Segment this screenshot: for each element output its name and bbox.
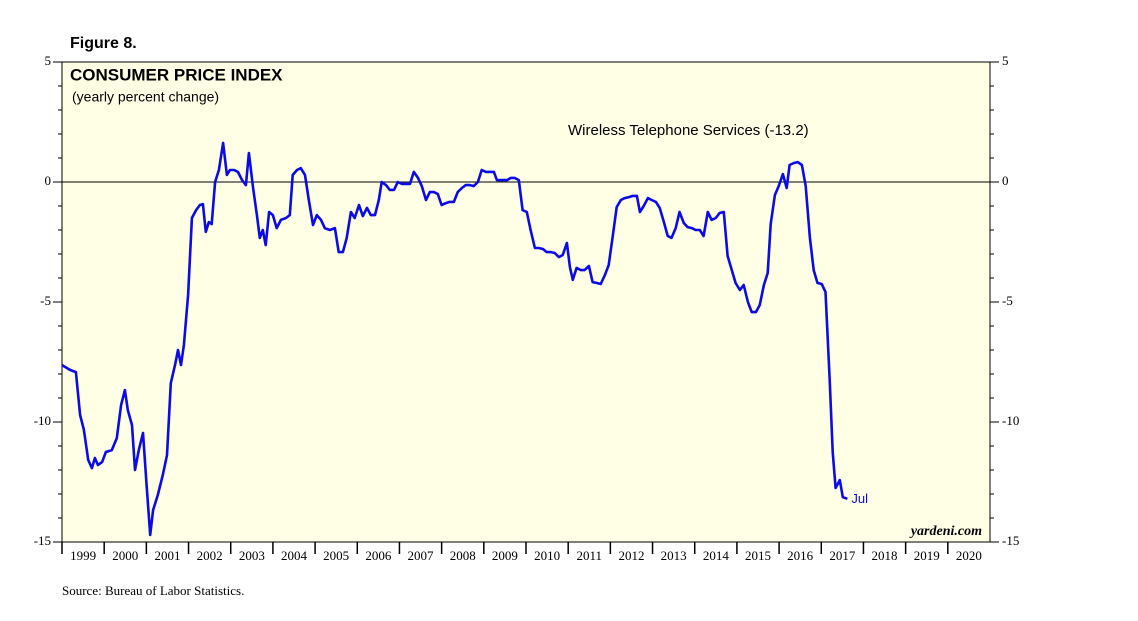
chart-subtitle: (yearly percent change) — [72, 89, 219, 105]
x-tick-label: 2008 — [450, 548, 476, 563]
x-tick-label: 2014 — [703, 548, 730, 563]
x-tick-label: 2017 — [829, 548, 856, 563]
x-tick-label: 2019 — [914, 548, 940, 563]
x-tick-label: 2005 — [323, 548, 349, 563]
source-note: Source: Bureau of Labor Statistics. — [62, 583, 244, 598]
x-tick-label: 2016 — [787, 548, 814, 563]
y2-tick-label: -5 — [1002, 293, 1013, 308]
chart-title: CONSUMER PRICE INDEX — [70, 65, 283, 84]
x-tick-label: 2010 — [534, 548, 560, 563]
x-tick-label: 2013 — [661, 548, 687, 563]
y-tick-label: -5 — [40, 293, 51, 308]
y2-tick-label: -10 — [1002, 413, 1019, 428]
y-tick-label: -15 — [34, 533, 51, 548]
x-tick-label: 2000 — [112, 548, 138, 563]
x-tick-label: 2003 — [239, 548, 265, 563]
y2-tick-label: -15 — [1002, 533, 1019, 548]
y-tick-label: -10 — [34, 413, 51, 428]
y-tick-label: 0 — [45, 173, 52, 188]
y2-tick-label: 5 — [1002, 53, 1009, 68]
plot-area — [61, 61, 991, 543]
x-tick-label: 2012 — [618, 548, 644, 563]
watermark: yardeni.com — [909, 524, 982, 539]
y2-tick-label: 0 — [1002, 173, 1009, 188]
x-tick-label: 2002 — [197, 548, 223, 563]
x-tick-label: 2006 — [365, 548, 392, 563]
y-tick-label: 5 — [45, 53, 52, 68]
end-label: Jul — [851, 491, 868, 506]
x-tick-label: 2009 — [492, 548, 518, 563]
x-tick-label: 1999 — [70, 548, 96, 563]
x-tick-label: 2001 — [154, 548, 180, 563]
x-tick-label: 2015 — [745, 548, 771, 563]
x-tick-label: 2011 — [577, 548, 603, 563]
data-line — [61, 141, 848, 537]
figure-label: Figure 8. — [70, 35, 137, 52]
x-tick-label: 2018 — [872, 548, 898, 563]
series-label: Wireless Telephone Services (-13.2) — [568, 122, 809, 139]
x-tick-label: 2020 — [956, 548, 982, 563]
x-tick-label: 2007 — [408, 548, 435, 563]
x-tick-label: 2004 — [281, 548, 308, 563]
